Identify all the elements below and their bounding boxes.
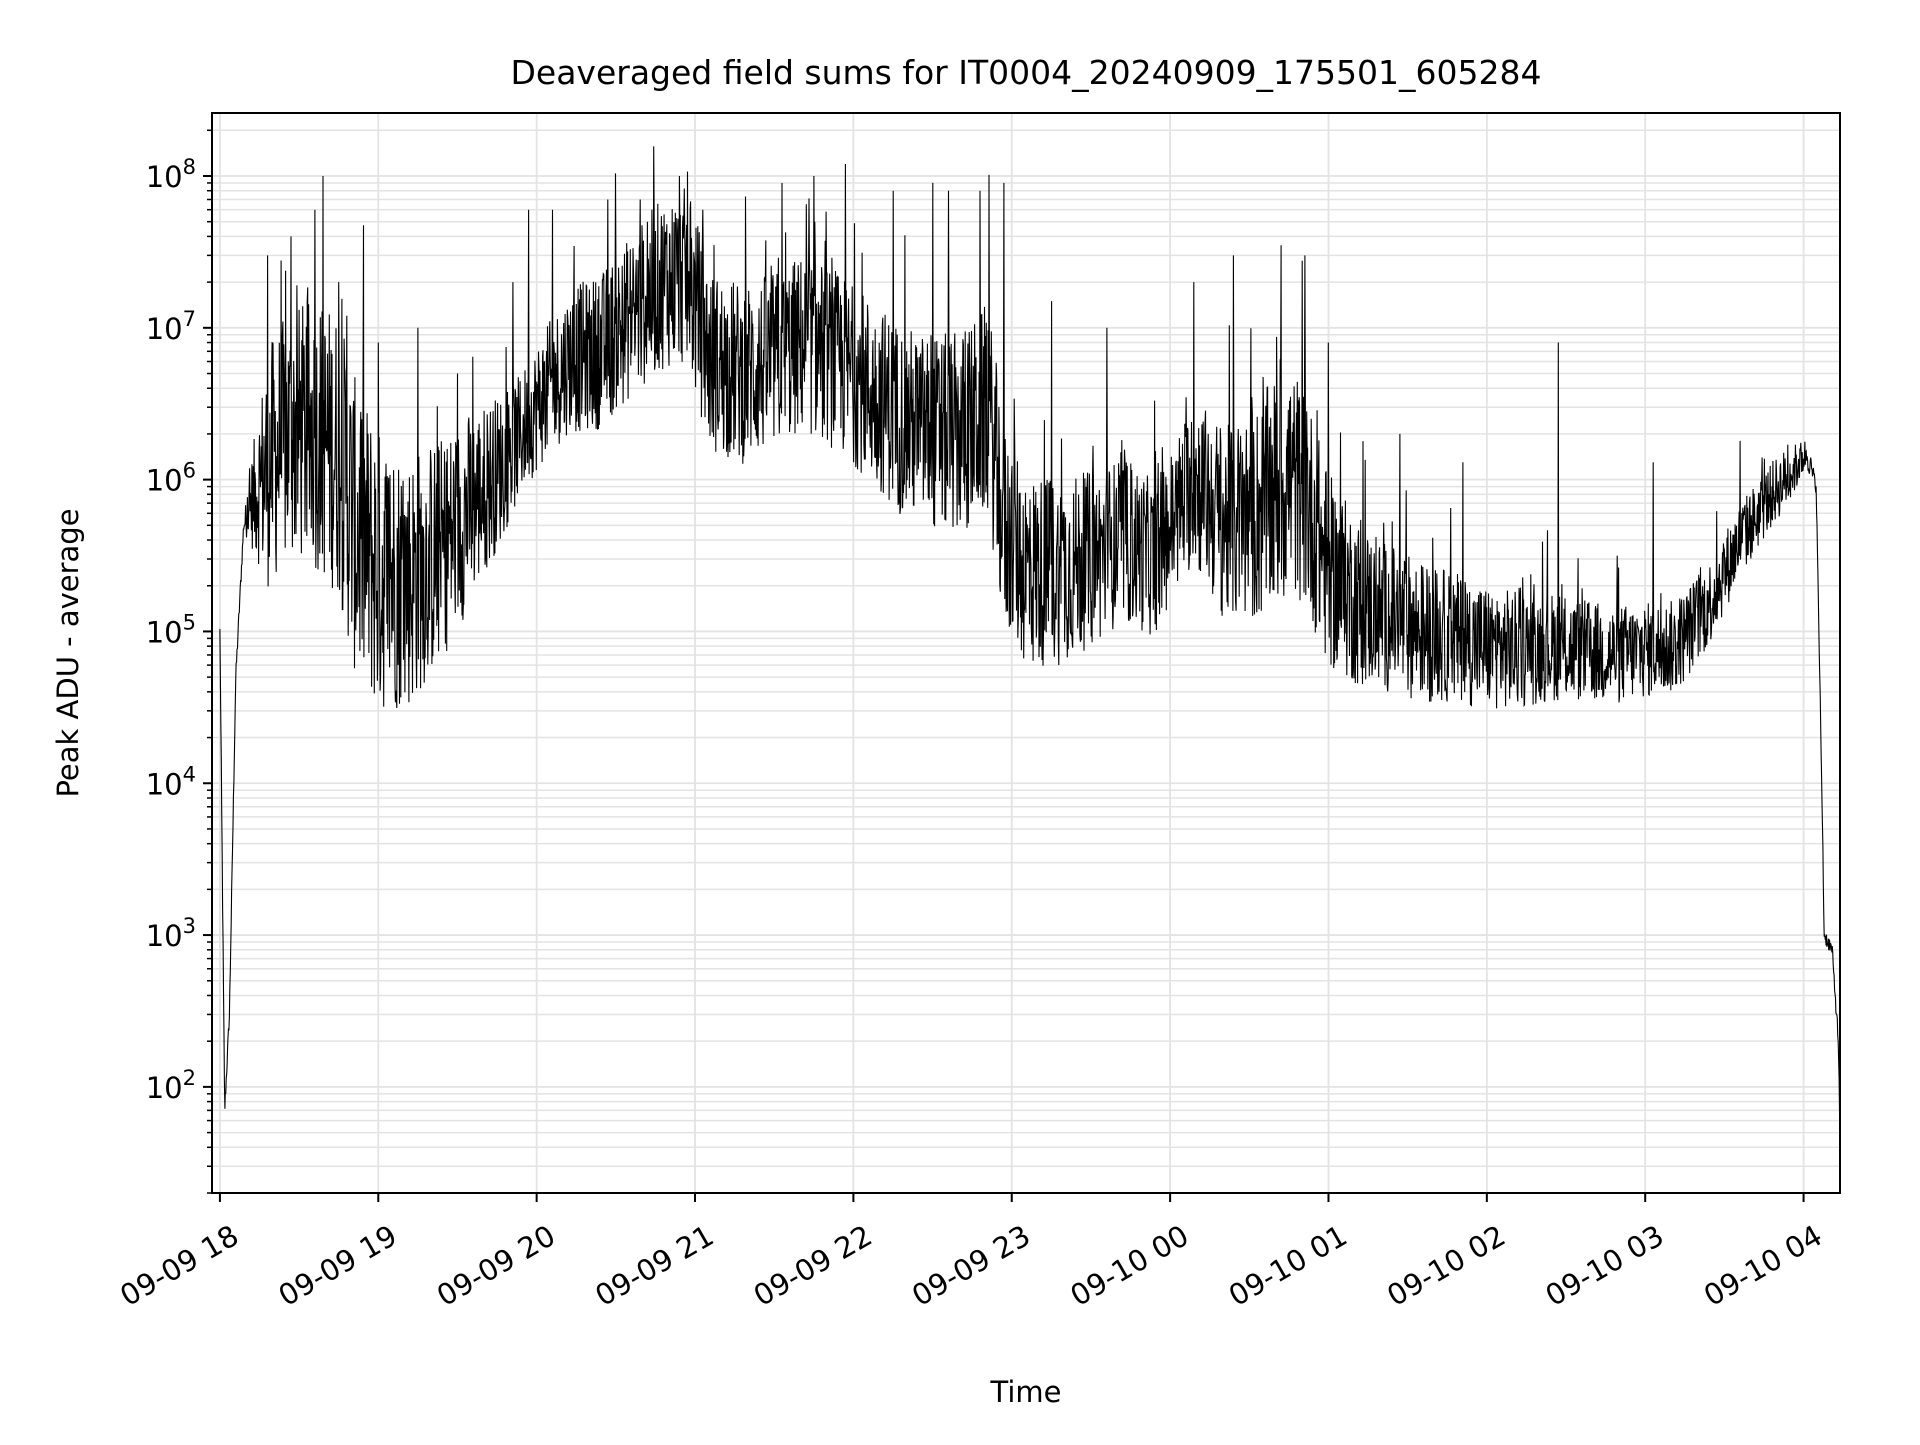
y-tick-label: 107 (146, 307, 196, 346)
y-tick-label: 106 (146, 459, 196, 498)
y-tick-label: 104 (146, 762, 196, 801)
y-tick-label: 103 (146, 914, 196, 953)
y-tick-label: 108 (146, 155, 196, 194)
y-tick-label: 105 (146, 610, 196, 649)
grid (212, 113, 1840, 1194)
series-line (219, 146, 1841, 1134)
x-axis-label: Time (990, 1375, 1062, 1409)
y-tick-label: 102 (146, 1066, 196, 1105)
plot-frame (211, 112, 1841, 1194)
chart-title: Deaveraged field sums for IT0004_2024090… (510, 53, 1541, 92)
data-line (219, 146, 1841, 1134)
y-axis-label: Peak ADU - average (51, 508, 85, 797)
